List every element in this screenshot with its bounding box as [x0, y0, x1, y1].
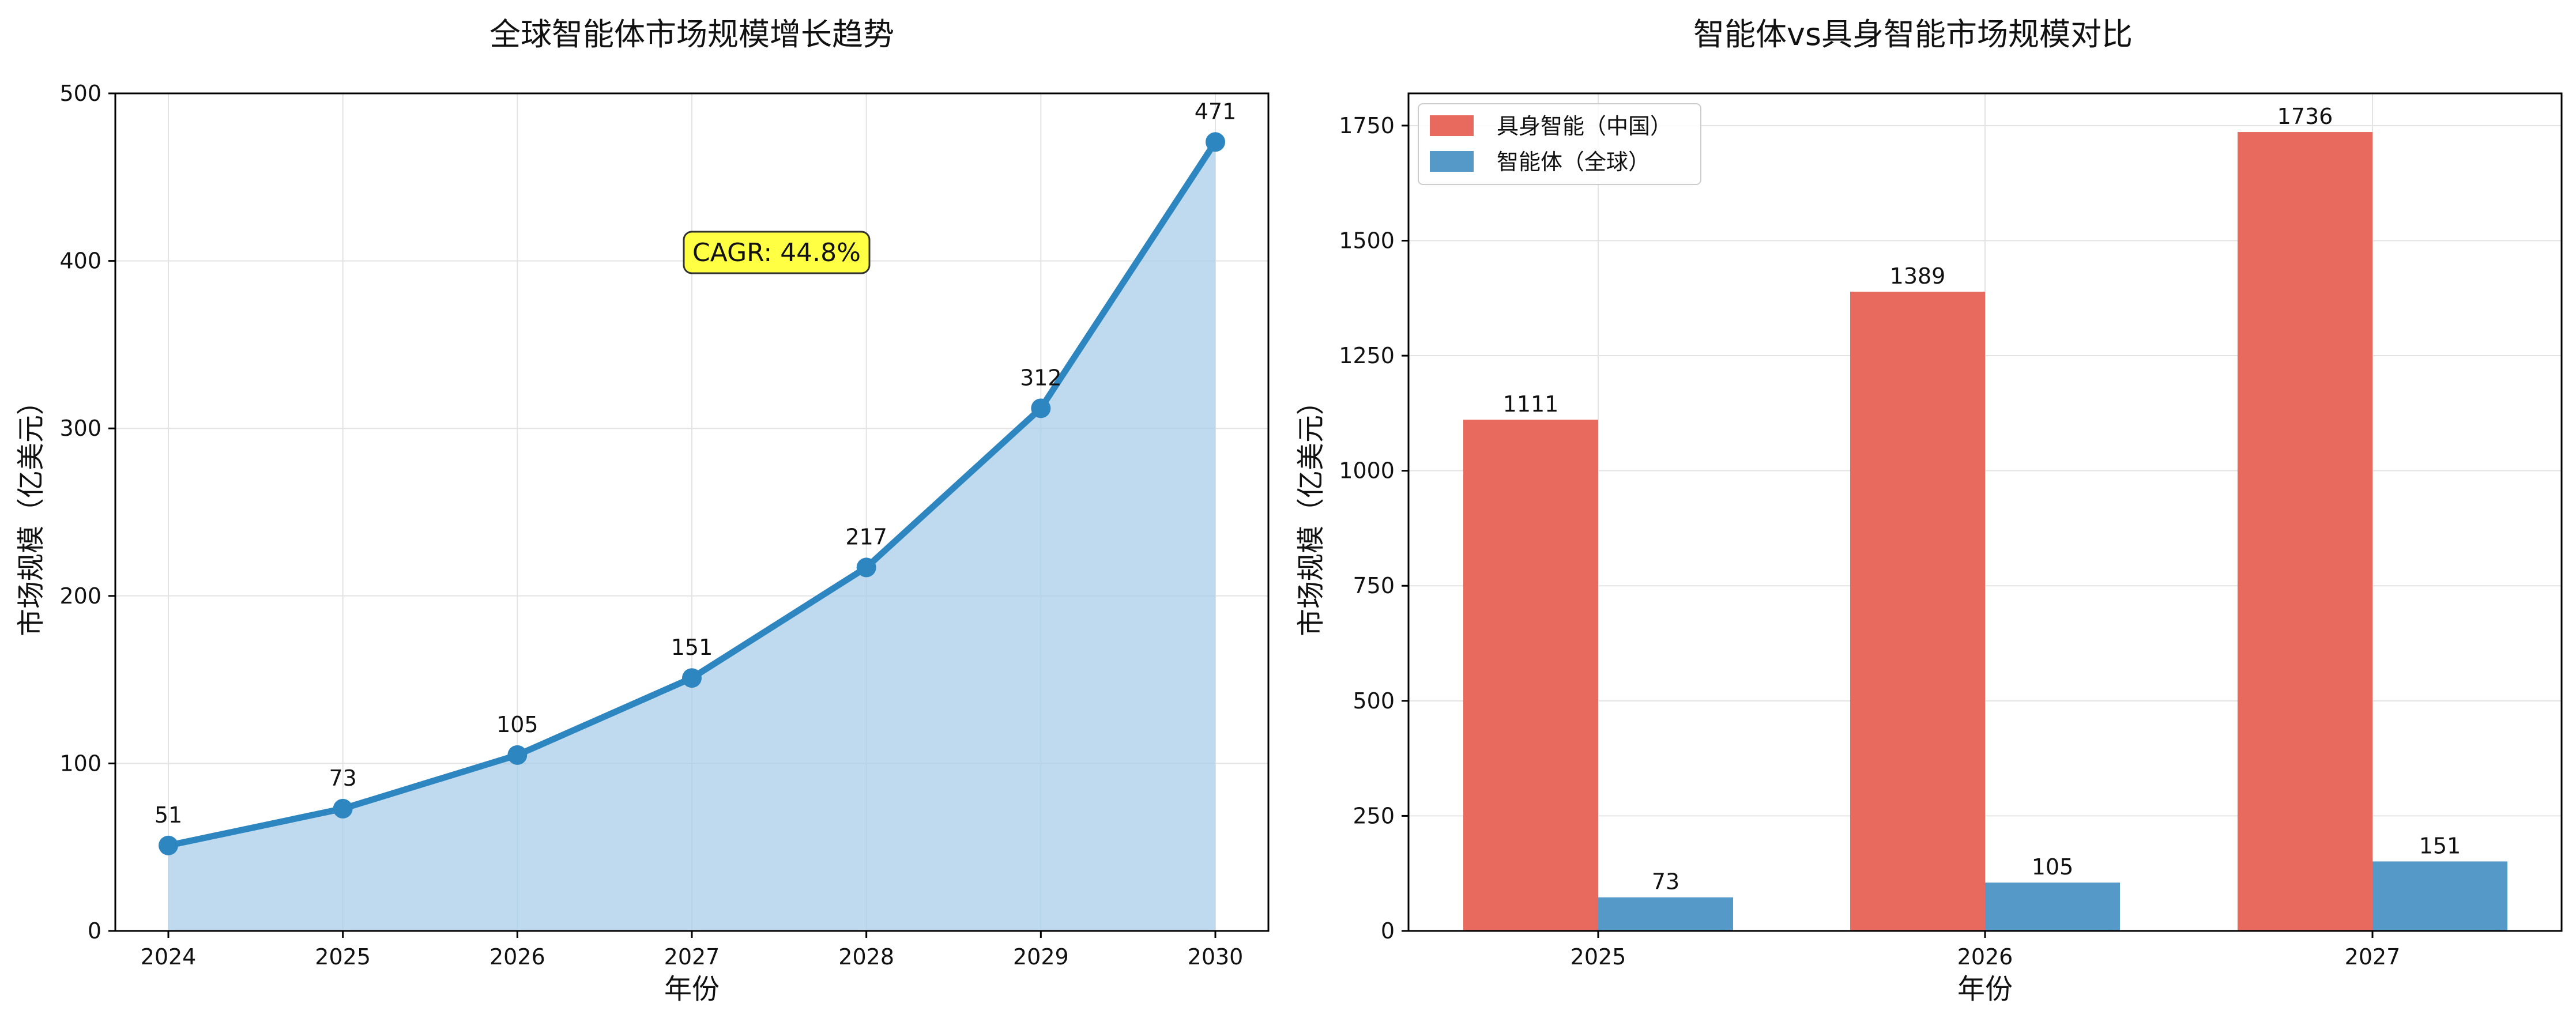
x-tick-label: 2028: [838, 944, 894, 970]
data-label: 312: [1020, 365, 1062, 390]
bar-china: [1463, 420, 1598, 931]
y-tick-label: 250: [1353, 803, 1395, 828]
data-point: [856, 557, 876, 578]
data-label: 73: [329, 765, 356, 791]
bars: [1463, 132, 2507, 932]
cagr-annotation: CAGR: 44.8%: [683, 231, 871, 274]
x-tick-label: 2024: [141, 944, 197, 970]
market-comparison-chart: 智能体vs具身智能市场规模对比 1111 1389 1736 73 105 151 0 25…: [1295, 16, 2563, 1005]
x-tick-label: 2026: [1957, 944, 2013, 970]
y-axis-ticks: 0 100 200 300 400 500: [59, 81, 115, 944]
data-label: 151: [2419, 833, 2461, 858]
y-tick-label: 500: [59, 81, 101, 106]
y-tick-label: 1000: [1339, 458, 1395, 484]
data-label: 73: [1652, 869, 1679, 895]
y-tick-label: 0: [88, 918, 101, 944]
data-label: 151: [671, 635, 713, 660]
data-label: 1389: [1890, 263, 1946, 289]
y-tick-label: 750: [1353, 573, 1395, 598]
legend-label-global: 智能体（全球）: [1497, 149, 1650, 175]
chart-title: 全球智能体市场规模增长趋势: [489, 16, 894, 52]
data-point: [333, 798, 353, 819]
x-axis-ticks: 2024 2025 2026 2027 2028 2029 2030: [141, 931, 1244, 970]
y-tick-label: 200: [59, 583, 101, 609]
data-points: [159, 132, 1225, 855]
x-tick-label: 2027: [664, 944, 720, 970]
bar-global: [1598, 897, 1733, 931]
growth-trend-chart: 全球智能体市场规模增长趋势 51 73 105 151 217 312 471 0 100 20…: [15, 16, 1270, 1005]
y-tick-label: 300: [59, 416, 101, 441]
x-tick-label: 2025: [1571, 944, 1626, 970]
y-tick-label: 1750: [1339, 113, 1395, 138]
y-tick-label: 500: [1353, 688, 1395, 714]
bar-china: [2238, 132, 2372, 932]
data-point: [159, 835, 178, 855]
x-tick-label: 2025: [315, 944, 371, 970]
data-point: [1031, 398, 1051, 418]
cagr-annotation-text: CAGR: 44.8%: [692, 238, 861, 267]
data-point: [507, 745, 528, 765]
legend: 具身智能（中国） 智能体（全球）: [1418, 103, 1701, 185]
y-tick-label: 100: [59, 751, 101, 776]
bar-global: [1985, 883, 2120, 931]
bar-global: [2372, 861, 2507, 931]
data-labels: 1111 1389 1736 73 105 151: [1503, 104, 2461, 895]
data-label: 1111: [1503, 391, 1559, 417]
y-tick-label: 0: [1381, 918, 1395, 944]
y-tick-label: 1500: [1339, 228, 1395, 253]
data-label: 105: [496, 712, 538, 737]
x-tick-label: 2029: [1013, 944, 1069, 970]
data-label: 51: [155, 802, 182, 828]
data-labels: 51 73 105 151 217 312 471: [155, 99, 1236, 828]
y-tick-label: 400: [59, 248, 101, 274]
legend-label-china: 具身智能（中国）: [1497, 114, 1672, 139]
legend-frame: [1418, 103, 1701, 185]
x-axis-ticks: 2025 2026 2027: [1571, 931, 2401, 970]
data-point: [1206, 132, 1225, 152]
data-label: 1736: [2277, 104, 2333, 129]
x-tick-label: 2027: [2345, 944, 2401, 970]
chart-title: 智能体vs具身智能市场规模对比: [1693, 16, 2133, 52]
legend-swatch-china: [1430, 115, 1474, 136]
data-label: 105: [2032, 854, 2074, 880]
data-point: [682, 668, 702, 688]
y-axis-label: 市场规模（亿美元）: [15, 387, 47, 636]
x-tick-label: 2030: [1188, 944, 1244, 970]
area-fill: [168, 142, 1215, 931]
y-axis-ticks: 0 250 500 750 1000 1250 1500 1750: [1339, 113, 1408, 944]
y-axis-label: 市场规模（亿美元）: [1295, 387, 1327, 636]
y-tick-label: 1250: [1339, 343, 1395, 368]
cagr-annotation-box: [683, 231, 871, 274]
data-label: 217: [845, 524, 887, 549]
x-tick-label: 2026: [489, 944, 545, 970]
data-label: 471: [1195, 99, 1237, 124]
x-axis-label: 年份: [1957, 973, 2013, 1005]
legend-swatch-global: [1430, 151, 1474, 172]
x-axis-label: 年份: [664, 973, 720, 1005]
bar-china: [1850, 292, 1985, 931]
